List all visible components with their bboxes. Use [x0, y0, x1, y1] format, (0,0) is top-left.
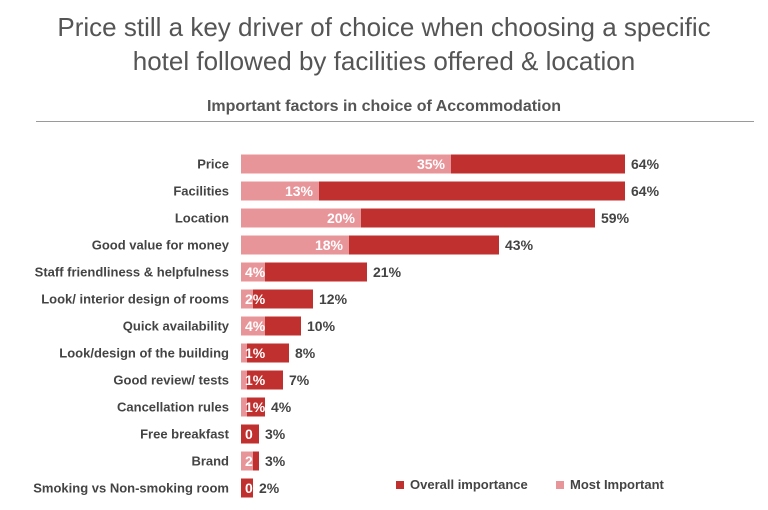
bar-most-important: [241, 451, 253, 471]
bar-most-important: [241, 370, 247, 390]
category-label: Price: [197, 157, 229, 172]
data-label-overall-importance: 64%: [631, 183, 660, 199]
data-label-most-important: 13%: [285, 183, 314, 199]
data-label-overall-importance: 43%: [505, 237, 534, 253]
category-label: Brand: [191, 454, 229, 469]
category-label: Good review/ tests: [113, 373, 229, 388]
legend-most-label: Most Important: [570, 477, 664, 492]
bar-most-important: [241, 289, 253, 309]
bar-overall-importance: [241, 289, 313, 309]
bar-overall-importance: [241, 343, 289, 363]
legend-overall-swatch: [396, 480, 404, 489]
data-label-most-important: 1%: [245, 372, 266, 388]
data-label-most-important: 0: [245, 480, 253, 496]
headline-line-1: Price still a key driver of choice when …: [57, 12, 711, 42]
category-label: Smoking vs Non-smoking room: [33, 481, 229, 496]
category-label: Look/design of the building: [59, 346, 229, 361]
legend-most-swatch: [556, 480, 564, 489]
data-label-most-important: 1%: [245, 399, 266, 415]
bar-overall-importance: [241, 262, 367, 282]
bar-most-important: [241, 208, 361, 228]
category-label: Staff friendliness & helpfulness: [35, 265, 229, 280]
bar-most-important: [241, 343, 247, 363]
headline-line-2: hotel followed by facilities offered & l…: [132, 46, 636, 76]
data-label-overall-importance: 4%: [271, 399, 292, 415]
data-label-overall-importance: 2%: [259, 480, 280, 496]
data-label-overall-importance: 3%: [265, 453, 286, 469]
category-label: Good value for money: [92, 238, 230, 253]
data-label-most-important: 2: [245, 453, 253, 469]
bar-most-important: [241, 316, 265, 336]
legend-overall-label: Overall importance: [410, 477, 528, 492]
title-divider: [36, 121, 754, 122]
data-label-overall-importance: 12%: [319, 291, 348, 307]
bar-most-important: [241, 262, 265, 282]
category-label: Cancellation rules: [117, 400, 229, 415]
data-label-overall-importance: 64%: [631, 156, 660, 172]
chart-title: Important factors in choice of Accommoda…: [206, 98, 562, 115]
bar-overall-importance: [241, 424, 259, 444]
data-label-most-important: 18%: [315, 237, 344, 253]
bar-overall-importance: [241, 181, 625, 201]
data-label-most-important: 0: [245, 426, 253, 442]
data-label-most-important: 4%: [245, 264, 266, 280]
data-label-overall-importance: 3%: [265, 426, 286, 442]
category-label: Free breakfast: [140, 427, 230, 442]
data-label-overall-importance: 10%: [307, 318, 336, 334]
data-label-overall-importance: 7%: [289, 372, 310, 388]
bar-overall-importance: [241, 478, 253, 498]
data-label-overall-importance: 59%: [601, 210, 630, 226]
category-label: Quick availability: [123, 319, 230, 334]
data-label-most-important: 1%: [245, 345, 266, 361]
legend-most: Most Important: [556, 477, 664, 492]
chart-headline: Price still a key driver of choice when …: [0, 10, 768, 78]
bar-most-important: [241, 397, 247, 417]
bar-overall-importance: [241, 370, 283, 390]
data-label-overall-importance: 8%: [295, 345, 316, 361]
legend-overall: Overall importance: [396, 477, 528, 492]
data-label-most-important: 20%: [327, 210, 356, 226]
data-label-overall-importance: 21%: [373, 264, 402, 280]
category-label: Look/ interior design of rooms: [41, 292, 229, 307]
data-label-most-important: 35%: [417, 156, 446, 172]
category-label: Facilities: [173, 184, 229, 199]
bar-most-important: [241, 154, 451, 174]
data-label-most-important: 4%: [245, 318, 266, 334]
bar-most-important: [241, 235, 349, 255]
data-label-most-important: 2%: [245, 291, 266, 307]
bar-most-important: [241, 181, 319, 201]
category-label: Location: [175, 211, 229, 226]
